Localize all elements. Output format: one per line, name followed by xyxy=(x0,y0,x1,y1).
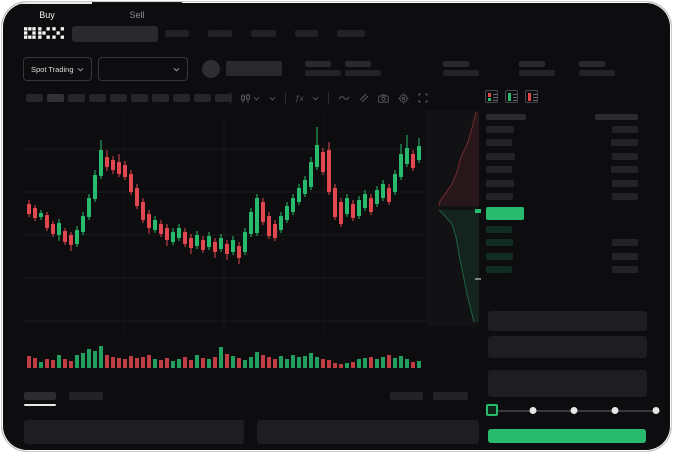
indicators-icon[interactable]: ƒx xyxy=(295,93,304,103)
slider-handle[interactable] xyxy=(486,404,498,416)
timeframe-button-placeholder[interactable] xyxy=(152,94,169,102)
nav-item-placeholder[interactable] xyxy=(251,30,276,37)
orderbook-header-amount xyxy=(595,114,638,120)
slider-stop[interactable] xyxy=(611,407,619,414)
orders-tab-inactive[interactable] xyxy=(69,392,103,400)
chart-toolbar-icons: ƒx xyxy=(230,90,429,106)
slider-stop[interactable] xyxy=(652,407,660,414)
amount-slider[interactable] xyxy=(486,404,660,416)
nav-item-placeholder[interactable] xyxy=(295,30,318,37)
timeframe-button-placeholder[interactable] xyxy=(68,94,85,102)
timeframe-button-placeholder[interactable] xyxy=(89,94,106,102)
search-input[interactable] xyxy=(72,26,158,42)
timeframe-button-placeholder[interactable] xyxy=(131,94,148,102)
ticker-stat-placeholder xyxy=(345,61,381,76)
okx-logo xyxy=(24,27,64,39)
last-price-badge[interactable] xyxy=(486,207,524,220)
orderbook-bids-view-icon[interactable] xyxy=(505,90,518,103)
coin-avatar xyxy=(202,60,220,78)
chevron-down-icon xyxy=(173,67,180,72)
ask-row[interactable] xyxy=(486,139,638,147)
timeframe-button-placeholder[interactable] xyxy=(110,94,127,102)
ticker-stat-placeholder xyxy=(519,61,555,76)
ticker-stats xyxy=(2,61,671,77)
market-type-label: Spot Trading xyxy=(31,64,74,74)
ask-row[interactable] xyxy=(486,152,638,160)
slider-stop[interactable] xyxy=(570,407,578,414)
ask-row[interactable] xyxy=(486,193,638,200)
timeframe-button-placeholder[interactable] xyxy=(173,94,190,102)
orderbook-view-toggles xyxy=(485,90,538,103)
tab-buy[interactable]: Buy xyxy=(2,2,92,26)
buy-submit-button[interactable] xyxy=(488,429,646,443)
chevron-down-icon xyxy=(77,67,84,72)
chevron-down-icon[interactable] xyxy=(269,96,276,101)
tab-sell[interactable]: Sell xyxy=(129,9,145,20)
camera-icon[interactable] xyxy=(378,93,390,103)
ticker-stat-placeholder xyxy=(579,61,615,76)
market-type-dropdown[interactable]: Spot Trading xyxy=(23,57,92,81)
timeframe-buttons[interactable] xyxy=(26,94,232,102)
orderbook-split-view-icon[interactable] xyxy=(485,90,498,103)
orders-panel-placeholder xyxy=(257,420,479,444)
trade-input-placeholder[interactable] xyxy=(488,336,647,358)
orders-filter-placeholder[interactable] xyxy=(390,392,423,400)
trade-input-placeholder[interactable] xyxy=(488,370,647,397)
orderbook-header-price xyxy=(486,114,526,120)
ticker-stat-placeholder xyxy=(443,61,479,76)
chevron-down-icon[interactable] xyxy=(312,96,319,101)
candlestick-style-icon[interactable] xyxy=(240,93,260,104)
timeframe-button-placeholder[interactable] xyxy=(194,94,211,102)
nav-item-placeholder[interactable] xyxy=(165,30,189,37)
slider-stop[interactable] xyxy=(529,407,537,414)
pair-select-dropdown[interactable] xyxy=(98,57,188,81)
line-style-icon[interactable] xyxy=(338,94,350,102)
bid-row[interactable] xyxy=(486,226,638,233)
timeframe-button-placeholder[interactable] xyxy=(215,94,232,102)
nav-item-placeholder[interactable] xyxy=(208,30,232,37)
orders-tab-active[interactable] xyxy=(24,392,56,400)
nav-item-placeholder[interactable] xyxy=(337,30,365,37)
ask-row[interactable] xyxy=(486,166,638,174)
ticker-stat-placeholder xyxy=(305,61,341,76)
chevron-down-icon xyxy=(253,96,260,101)
orders-filter-placeholder[interactable] xyxy=(433,392,468,400)
timeframe-button-placeholder[interactable] xyxy=(26,94,43,102)
header-nav xyxy=(165,30,365,38)
trade-tabs: Buy Sell xyxy=(2,2,182,26)
bid-row[interactable] xyxy=(486,252,638,260)
candles-group xyxy=(27,127,421,368)
compare-icon[interactable] xyxy=(359,93,369,103)
settings-icon[interactable] xyxy=(398,93,409,104)
bid-row[interactable] xyxy=(486,266,638,274)
bid-row[interactable] xyxy=(486,239,638,247)
orders-tab-indicator xyxy=(24,404,56,406)
fullscreen-icon[interactable] xyxy=(418,93,429,103)
trade-input-placeholder[interactable] xyxy=(488,311,647,331)
ask-row[interactable] xyxy=(486,126,638,133)
ask-row[interactable] xyxy=(486,179,638,187)
timeframe-button-placeholder[interactable] xyxy=(47,94,64,102)
orderbook-asks-view-icon[interactable] xyxy=(525,90,538,103)
pair-name-placeholder xyxy=(226,61,282,76)
orders-panel-placeholder xyxy=(24,420,244,444)
